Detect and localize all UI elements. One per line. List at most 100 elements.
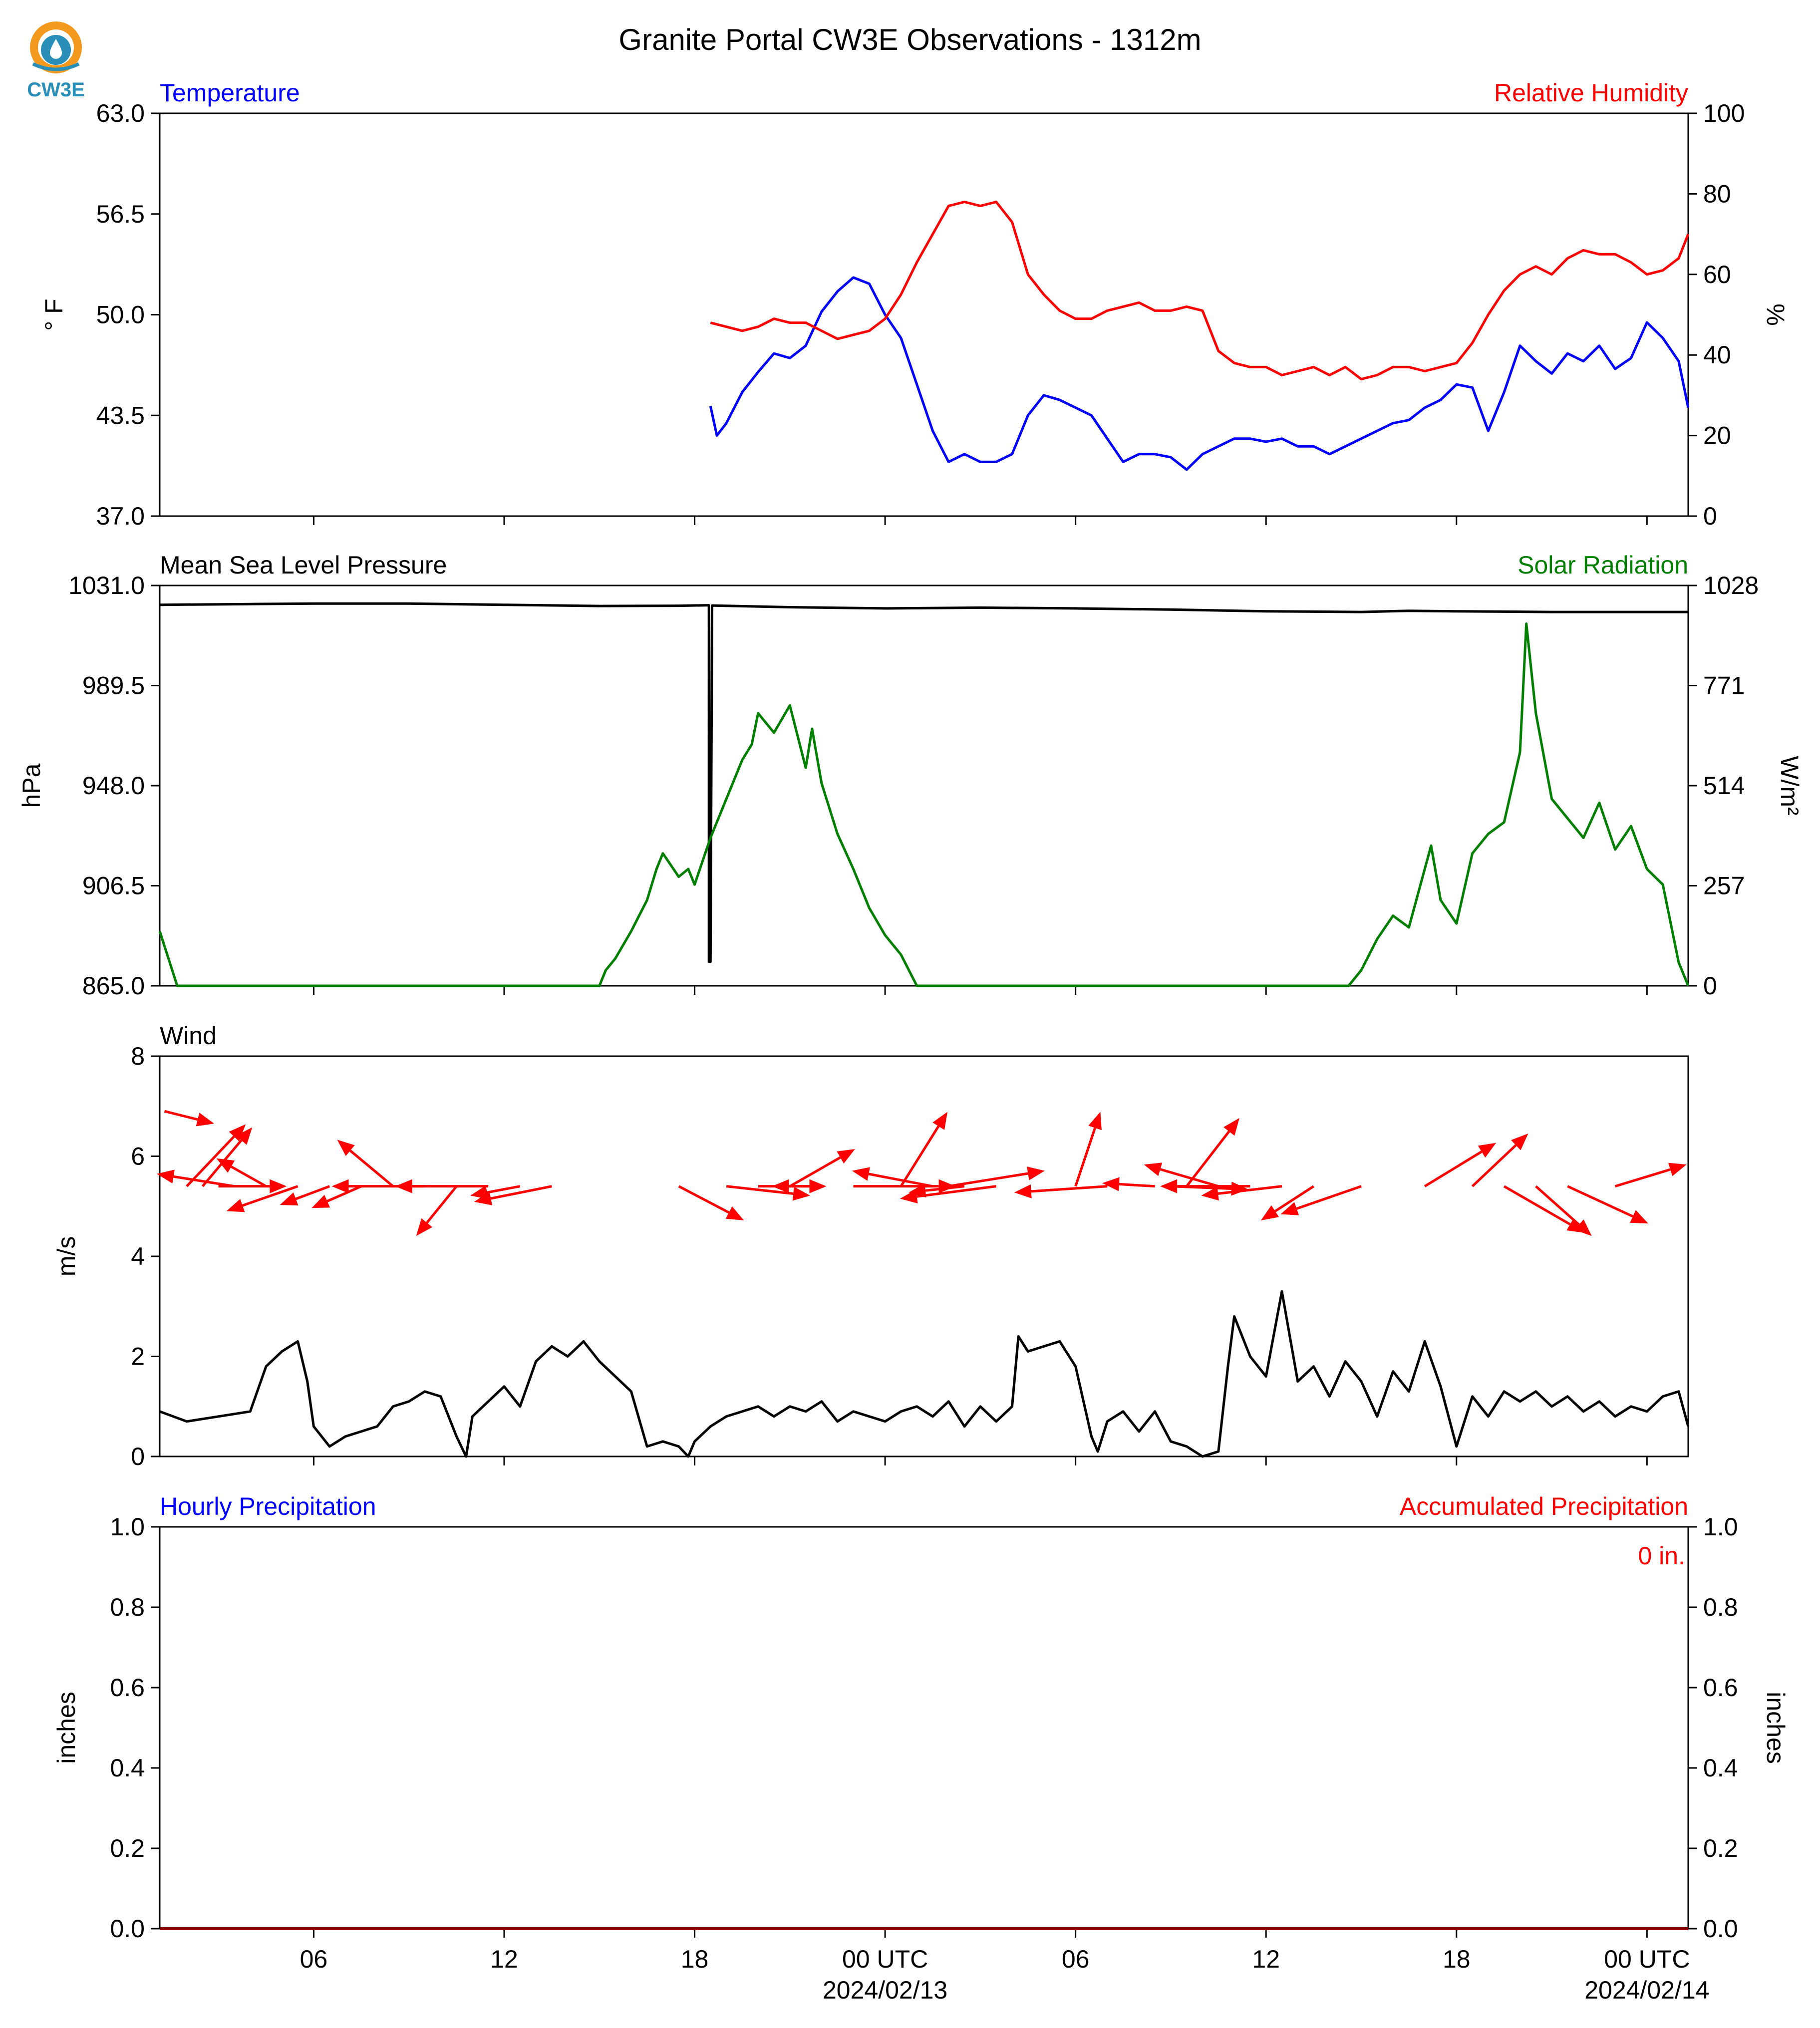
right-y-tick-label: 60 bbox=[1703, 261, 1731, 289]
right-y-tick-label: 0.2 bbox=[1703, 1834, 1738, 1862]
series-mean-sea-level-pressure bbox=[159, 602, 1688, 963]
wind-arrow-head bbox=[909, 1183, 926, 1198]
wind-arrow-head bbox=[416, 1218, 433, 1236]
wind-arrow-shaft bbox=[1217, 1185, 1282, 1195]
wind-arrow-head bbox=[1630, 1210, 1648, 1224]
left-y-tick-label: 1031.0 bbox=[68, 572, 145, 599]
wind-arrow-shaft bbox=[948, 1172, 1028, 1188]
wind-arrow-head bbox=[1027, 1166, 1045, 1180]
wind-arrow-shaft bbox=[295, 1185, 330, 1200]
series-relative-humidity bbox=[710, 201, 1690, 381]
left-y-tick-label: 0 bbox=[131, 1443, 145, 1470]
wind-arrow-shaft bbox=[230, 1165, 267, 1187]
left-y-tick-label: 865.0 bbox=[82, 972, 145, 1000]
left-y-tick-label: 989.5 bbox=[82, 672, 145, 700]
wind-arrow-head bbox=[1014, 1184, 1032, 1198]
right-y-label: inches bbox=[1762, 1692, 1790, 1764]
wind-arrow-shaft bbox=[678, 1185, 730, 1214]
wind-arrow-head bbox=[772, 1179, 789, 1193]
series-temperature bbox=[709, 276, 1690, 471]
panel-left-title: Mean Sea Level Pressure bbox=[160, 551, 447, 579]
wind-arrow-head bbox=[395, 1179, 412, 1193]
wind-arrow-head bbox=[900, 1189, 918, 1204]
wind-arrow-head bbox=[270, 1179, 287, 1193]
wind-arrow-head bbox=[1201, 1186, 1219, 1201]
wind-arrow-shaft bbox=[1567, 1185, 1634, 1218]
wind-arrow-head bbox=[1223, 1118, 1239, 1136]
right-y-tick-label: 0 bbox=[1703, 502, 1717, 530]
right-y-tick-label: 0 bbox=[1703, 972, 1717, 1000]
wind-arrow-head bbox=[1478, 1143, 1497, 1158]
panel-right-title: Accumulated Precipitation bbox=[1400, 1492, 1688, 1520]
accumulated-total-label: 0 in. bbox=[1638, 1542, 1685, 1570]
wind-arrow-shaft bbox=[726, 1185, 794, 1195]
wind-arrow-shaft bbox=[925, 1185, 965, 1192]
wind-arrow-head bbox=[1574, 1219, 1592, 1236]
panel-precipitation: Hourly Precipitation Accumulated Precipit… bbox=[52, 1492, 1790, 2004]
panel-left-title: Temperature bbox=[160, 79, 300, 107]
wind-arrow-head bbox=[932, 1112, 948, 1130]
wind-arrow-head bbox=[792, 1186, 810, 1201]
wind-arrow-shaft bbox=[487, 1185, 521, 1194]
left-y-tick-label: 0.2 bbox=[110, 1834, 145, 1862]
logo-drop-icon bbox=[50, 39, 62, 59]
wind-arrow-head bbox=[1144, 1162, 1163, 1176]
logo-text: CW3E bbox=[27, 79, 85, 101]
right-y-tick-label: 771 bbox=[1703, 672, 1745, 700]
wind-arrow-shaft bbox=[1274, 1185, 1314, 1212]
right-y-tick-label: 1.0 bbox=[1703, 1513, 1738, 1541]
wind-arrow-head bbox=[229, 1124, 246, 1142]
left-y-tick-label: 0.4 bbox=[110, 1754, 145, 1782]
x-tick-label: 06 bbox=[300, 1945, 328, 1973]
right-y-tick-label: 514 bbox=[1703, 772, 1745, 800]
left-y-tick-label: 2 bbox=[131, 1343, 145, 1371]
panel-pressure_solar: Mean Sea Level Pressure Solar Radiation 86… bbox=[17, 551, 1804, 1000]
right-y-tick-label: 100 bbox=[1703, 99, 1745, 127]
left-y-tick-label: 8 bbox=[131, 1042, 145, 1070]
wind-arrow-shaft bbox=[1119, 1182, 1155, 1188]
wind-arrow-shaft bbox=[1031, 1185, 1108, 1193]
wind-arrow-shaft bbox=[426, 1185, 458, 1224]
wind-arrow-head bbox=[1511, 1133, 1528, 1151]
right-y-label: W/m² bbox=[1776, 756, 1804, 815]
left-y-tick-label: 0.8 bbox=[110, 1593, 145, 1621]
wind-arrow-head bbox=[1088, 1112, 1102, 1131]
x-tick-label: 06 bbox=[1062, 1945, 1090, 1973]
x-tick-label: 00 UTC bbox=[1604, 1945, 1690, 1973]
panel-right-title: Solar Radiation bbox=[1517, 551, 1688, 579]
wind-arrow-shaft bbox=[1186, 1131, 1230, 1187]
right-y-tick-label: 40 bbox=[1703, 341, 1731, 369]
wind-arrow-shaft bbox=[900, 1125, 940, 1187]
wind-arrow-shaft bbox=[490, 1185, 552, 1200]
right-y-label: % bbox=[1762, 303, 1790, 325]
left-y-tick-label: 948.0 bbox=[82, 772, 145, 800]
wind-arrow-head bbox=[474, 1191, 493, 1205]
wind-arrow-head bbox=[1668, 1162, 1687, 1176]
panel-left-title: Wind bbox=[160, 1022, 217, 1050]
wind-arrow-shaft bbox=[164, 1110, 198, 1121]
left-y-tick-label: 6 bbox=[131, 1143, 145, 1170]
wind-arrow-head bbox=[725, 1206, 744, 1221]
wind-arrow-shaft bbox=[173, 1175, 235, 1188]
left-y-tick-label: 0.0 bbox=[110, 1915, 145, 1943]
right-y-tick-label: 1028 bbox=[1703, 572, 1759, 599]
x-tick-label: 18 bbox=[681, 1945, 709, 1973]
wind-arrow-shaft bbox=[326, 1185, 362, 1202]
right-y-tick-label: 0.6 bbox=[1703, 1674, 1738, 1702]
series-solar-radiation bbox=[158, 622, 1690, 987]
x-tick-label: 12 bbox=[490, 1945, 518, 1973]
wind-arrow-shaft bbox=[1424, 1151, 1483, 1187]
wind-arrow-shaft bbox=[186, 1136, 235, 1187]
wind-arrow-head bbox=[837, 1149, 855, 1164]
wind-arrow-head bbox=[331, 1179, 349, 1193]
wind-arrow-shaft bbox=[916, 1185, 996, 1198]
wind-arrow-shaft bbox=[1074, 1127, 1097, 1187]
x-tick-date-label: 2024/02/14 bbox=[1584, 1976, 1709, 2004]
wind-arrow-head bbox=[226, 1198, 245, 1212]
left-y-tick-label: 0.6 bbox=[110, 1674, 145, 1702]
right-y-tick-label: 0.4 bbox=[1703, 1754, 1738, 1782]
left-y-tick-label: 4 bbox=[131, 1242, 145, 1270]
wind-arrow-head bbox=[1102, 1177, 1120, 1191]
